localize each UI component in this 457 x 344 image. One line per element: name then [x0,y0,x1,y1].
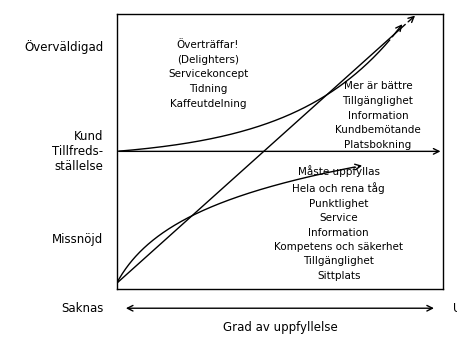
Text: Överväldigad: Överväldigad [24,40,103,54]
Text: Grad av uppfyllelse: Grad av uppfyllelse [223,321,337,334]
Text: Mer är bättre
Tillgänglighet
Information
Kundbemötande
Platsbokning: Mer är bättre Tillgänglighet Information… [335,81,421,150]
Text: Uppfylls: Uppfylls [453,302,457,315]
Text: Måste uppfyllas
Hela och rena tåg
Punktlighet
Service
Information
Kompetens och : Måste uppfyllas Hela och rena tåg Punktl… [274,165,403,281]
Text: Kund
Tillfreds-
ställelse: Kund Tillfreds- ställelse [53,130,103,173]
Text: Missnöjd: Missnöjd [52,233,103,246]
Text: Saknas: Saknas [61,302,103,315]
Text: Överträffar!
(Delighters)
Servicekoncept
Tidning
Kaffeutdelning: Överträffar! (Delighters) Servicekoncept… [168,40,248,109]
